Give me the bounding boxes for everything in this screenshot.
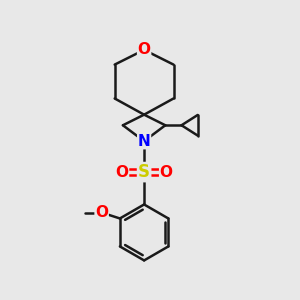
Text: O: O (160, 165, 173, 180)
Text: O: O (138, 42, 151, 57)
Text: S: S (138, 163, 150, 181)
Text: O: O (95, 205, 108, 220)
Text: O: O (116, 165, 128, 180)
Text: N: N (138, 134, 151, 149)
